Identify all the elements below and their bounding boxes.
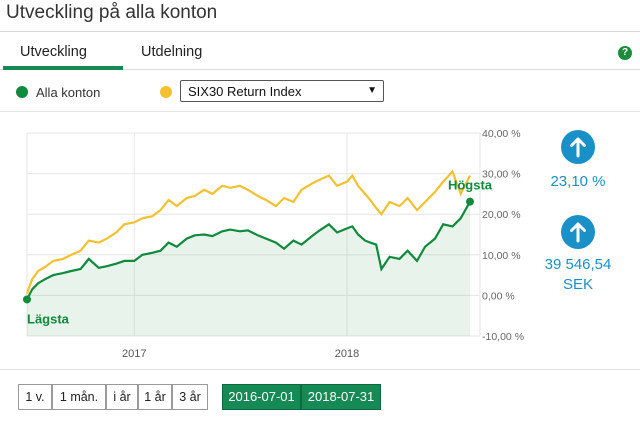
min-label: Lägsta: [27, 311, 70, 326]
stat-percent: 23,10 %: [550, 173, 606, 190]
series-line-alla-konton: [26, 201, 471, 300]
range-button-1-year[interactable]: 1 år: [138, 384, 172, 410]
stat-up-circle-1: [561, 130, 595, 164]
max-label: Högsta: [448, 178, 493, 193]
stat-unit: SEK: [562, 276, 593, 293]
y-tick-label: 10,00 %: [482, 250, 521, 262]
legend-dot-index: [160, 86, 172, 98]
legend-label-alla-konton: Alla konton: [36, 85, 101, 100]
y-tick-label: 20,00 %: [482, 209, 521, 221]
x-tick-label: 2018: [335, 348, 359, 360]
question-icon[interactable]: ?: [618, 46, 632, 60]
y-axis-ticks: -10,00 % 0,00 % 10,00 % 20,00 % 30,00 % 40,00…: [482, 128, 524, 343]
series-area-alla-konton: [27, 201, 470, 336]
min-point-marker: [23, 295, 31, 304]
page-title: Utveckling på alla konton: [6, 2, 218, 23]
y-tick-label: 0,00 %: [482, 290, 515, 302]
index-select-value: SIX30 Return Index: [188, 84, 302, 99]
chart-grid: [26, 132, 481, 337]
legend-dot-alla-konton: [16, 86, 28, 98]
chart-panel: [0, 111, 640, 370]
x-axis-ticks: 2017 2018: [122, 348, 359, 360]
tab-utveckling[interactable]: Utveckling: [20, 44, 87, 60]
max-point-marker: [466, 197, 474, 206]
range-button-1-week[interactable]: 1 v.: [18, 384, 52, 410]
stat-up-circle-2: [561, 215, 595, 249]
index-select[interactable]: SIX30 Return Index ▼: [180, 80, 384, 102]
start-date-button[interactable]: 2016-07-01: [222, 384, 301, 410]
chevron-down-icon: ▼: [367, 85, 377, 96]
y-tick-label: -10,00 %: [482, 331, 524, 343]
x-tick-label: 2017: [122, 348, 146, 360]
tab-utdelning[interactable]: Utdelning: [141, 44, 203, 60]
y-tick-label: 30,00 %: [482, 169, 521, 181]
title-divider: [0, 31, 640, 32]
range-button-3-years[interactable]: 3 år: [172, 384, 208, 410]
end-date-button[interactable]: 2018-07-31: [301, 384, 381, 410]
performance-chart: -10,00 % 0,00 % 10,00 % 20,00 % 30,00 % 40,00…: [23, 128, 524, 360]
range-button-1-month[interactable]: 1 mån.: [52, 384, 106, 410]
active-tab-indicator: [3, 66, 123, 70]
arrow-up-icon: [570, 222, 586, 243]
stat-amount: 39 546,54: [544, 256, 612, 273]
y-tick-label: 40,00 %: [482, 128, 521, 140]
range-button-ytd[interactable]: i år: [106, 384, 138, 410]
series-line-index: [25, 169, 471, 294]
arrow-up-icon: [570, 137, 586, 158]
tab-bar: Utveckling Utdelning ?: [0, 38, 640, 70]
